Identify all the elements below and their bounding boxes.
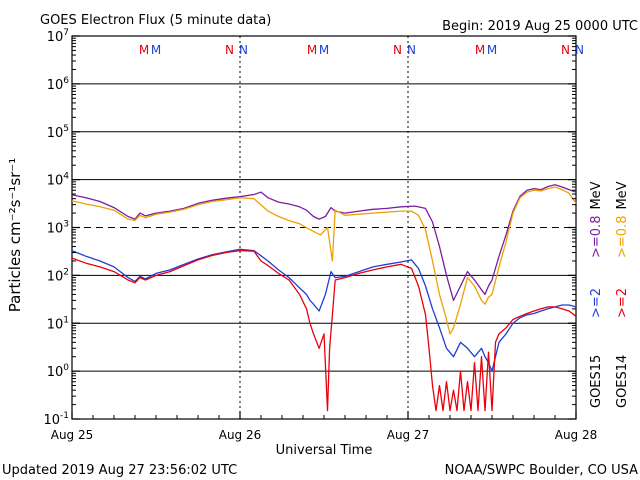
legend-entry: >=0.8MeV xyxy=(589,181,604,258)
legend-entry: >=2 xyxy=(615,288,630,318)
series-line-2 xyxy=(71,248,577,372)
series-line-3 xyxy=(71,249,577,412)
x-axis-ticks: Aug 25 Aug 26 Aug 27 Aug 28 xyxy=(51,411,598,442)
y-tick-label: 10-1 xyxy=(43,411,69,428)
event-marker: N xyxy=(225,43,234,57)
y-tick-label: 103 xyxy=(47,220,69,237)
updated-timestamp: Updated 2019 Aug 27 23:56:02 UTC xyxy=(2,463,237,478)
event-marker: N xyxy=(561,43,570,57)
y-tick-label: 102 xyxy=(47,267,69,284)
event-marker: M xyxy=(475,43,485,57)
x-tick-label: Aug 27 xyxy=(387,428,430,442)
y-tick-label: 106 xyxy=(47,76,70,93)
event-marker: N xyxy=(239,43,248,57)
x-tick-label: Aug 25 xyxy=(51,428,94,442)
y-tick-label: 107 xyxy=(47,28,69,45)
y-axis-label: Particles cm⁻²s⁻¹sr⁻¹ xyxy=(6,158,24,312)
series-line-1 xyxy=(71,186,577,335)
legend-entry: >=2 xyxy=(589,288,604,318)
y-tick-label: 100 xyxy=(47,363,70,380)
series-line-0 xyxy=(71,184,577,302)
event-marker: N xyxy=(575,43,584,57)
credit-label: NOAA/SWPC Boulder, CO USA xyxy=(445,463,638,478)
y-tick-label: 105 xyxy=(47,124,69,141)
event-marker: N xyxy=(407,43,416,57)
event-marker: M xyxy=(307,43,317,57)
legend-satellite: GOES14 xyxy=(615,355,630,408)
event-marker: N xyxy=(393,43,402,57)
y-tick-label: 104 xyxy=(47,172,70,189)
data-series xyxy=(71,184,577,412)
legend: GOES15 >=2 >=0.8MeV GOES14 >=2 >=0.8MeV xyxy=(589,181,630,408)
event-marker: M xyxy=(151,43,161,57)
begin-label: Begin: 2019 Aug 25 0000 UTC xyxy=(442,19,638,34)
x-tick-label: Aug 26 xyxy=(219,428,262,442)
y-axis-ticks: 107 106 105 104 103 102 101 100 10-1 xyxy=(43,28,576,428)
y-tick-label: 101 xyxy=(47,315,69,332)
chart-title: GOES Electron Flux (5 minute data) xyxy=(40,13,271,28)
legend-satellite: GOES15 xyxy=(589,355,604,408)
event-marker: M xyxy=(319,43,329,57)
x-tick-label: Aug 28 xyxy=(555,428,598,442)
legend-entry: >=0.8MeV xyxy=(615,181,630,258)
x-axis-label: Universal Time xyxy=(276,443,373,458)
event-marker: M xyxy=(487,43,497,57)
event-marker: M xyxy=(139,43,149,57)
